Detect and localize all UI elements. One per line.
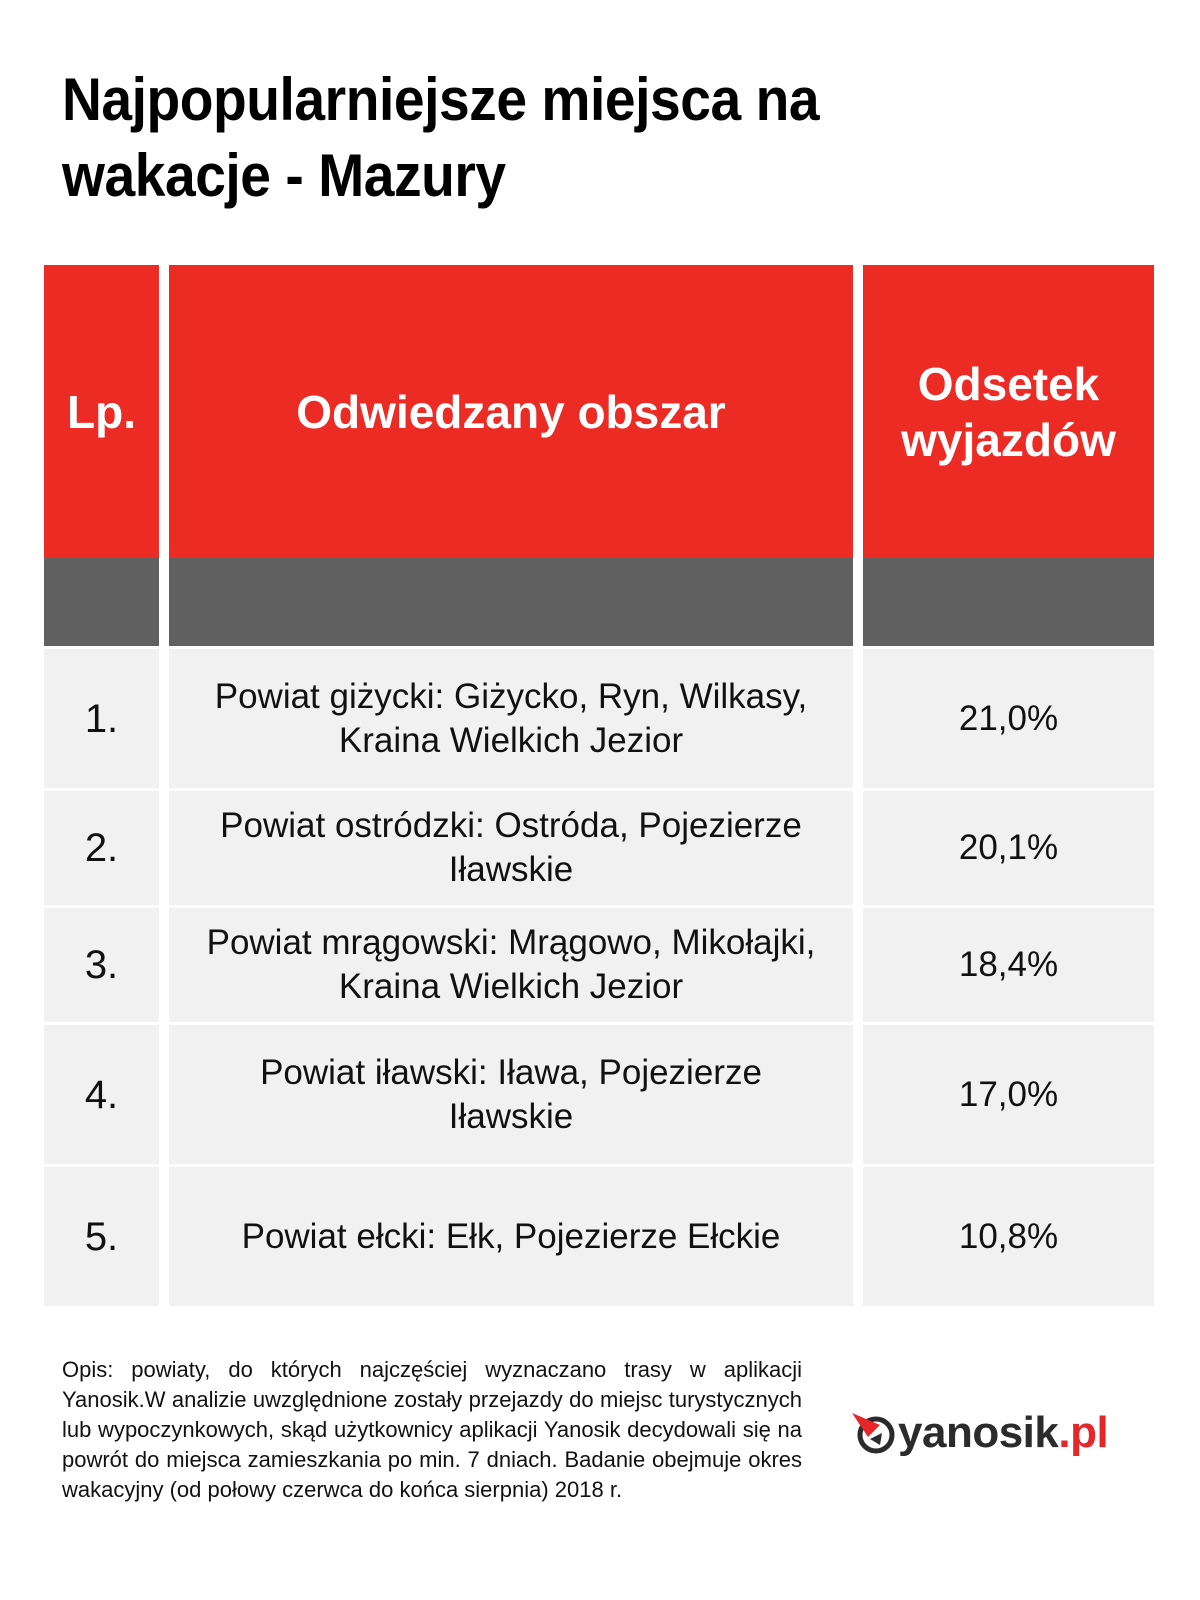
row-lp: 2.: [44, 791, 159, 905]
header-lp: Lp.: [44, 265, 159, 558]
row-lp: 4.: [44, 1025, 159, 1164]
row-area: Powiat ostródzki: Ostróda, Pojezierze Ił…: [169, 791, 853, 905]
page-title: Najpopularniejsze miejsca na wakacje - M…: [62, 66, 820, 209]
row-area-text: Powiat ostródzki: Ostróda, Pojezierze Ił…: [220, 806, 802, 889]
row-area: Powiat giżycki: Giżycko, Ryn, Wilkasy, K…: [169, 649, 853, 788]
header-share-label: Odsetek wyjazdów: [901, 357, 1116, 466]
row-area-text: Powiat mrągowski: Mrągowo, Mikołajki, Kr…: [206, 923, 816, 1006]
header-area: Odwiedzany obszar: [169, 265, 853, 558]
row-area-text: Powiat giżycki: Giżycko, Ryn, Wilkasy, K…: [214, 676, 808, 760]
row-area: Powiat iławski: Iława, Pojezierze Iławsk…: [169, 1025, 853, 1164]
row-lp: 3.: [44, 908, 159, 1022]
row-share: 10,8%: [863, 1167, 1154, 1306]
row-area-text: Powiat ełcki: Ełk, Pojezierze Ełckie: [241, 1216, 781, 1256]
ranking-table: Lp. Odwiedzany obszar Odsetek wyjazdów 1…: [44, 265, 1154, 1306]
subheader-cell: [863, 558, 1154, 646]
table-row: 2. Powiat ostródzki: Ostróda, Pojezierze…: [44, 791, 1154, 905]
row-area: Powiat mrągowski: Mrągowo, Mikołajki, Kr…: [169, 908, 853, 1022]
subheader-cell: [44, 558, 159, 646]
yanosik-logo: yanosik.pl: [850, 1408, 1109, 1458]
row-area-text: Powiat iławski: Iława, Pojezierze Iławsk…: [260, 1052, 762, 1136]
table-row: 3. Powiat mrągowski: Mrągowo, Mikołajki,…: [44, 908, 1154, 1022]
row-lp: 1.: [44, 649, 159, 788]
table-subheader: [44, 558, 1154, 646]
description-note: Opis: powiaty, do których najczęściej wy…: [62, 1357, 802, 1502]
table-row: 4. Powiat iławski: Iława, Pojezierze Iła…: [44, 1025, 1154, 1164]
logo-suffix: .pl: [1058, 1408, 1109, 1457]
row-share: 21,0%: [863, 649, 1154, 788]
table-header: Lp. Odwiedzany obszar Odsetek wyjazdów: [44, 265, 1154, 558]
row-share: 20,1%: [863, 791, 1154, 905]
table-row: 1. Powiat giżycki: Giżycko, Ryn, Wilkasy…: [44, 649, 1154, 788]
header-share: Odsetek wyjazdów: [863, 265, 1154, 558]
compass-arrow-icon: [852, 1413, 895, 1454]
row-area: Powiat ełcki: Ełk, Pojezierze Ełckie: [169, 1167, 853, 1306]
subheader-cell: [169, 558, 853, 646]
table-row: 5. Powiat ełcki: Ełk, Pojezierze Ełckie …: [44, 1167, 1154, 1306]
row-share: 18,4%: [863, 908, 1154, 1022]
row-lp: 5.: [44, 1167, 159, 1306]
row-share: 17,0%: [863, 1025, 1154, 1164]
logo-wordmark: yanosik.pl: [898, 1408, 1109, 1458]
logo-name: yanosik: [898, 1408, 1059, 1457]
